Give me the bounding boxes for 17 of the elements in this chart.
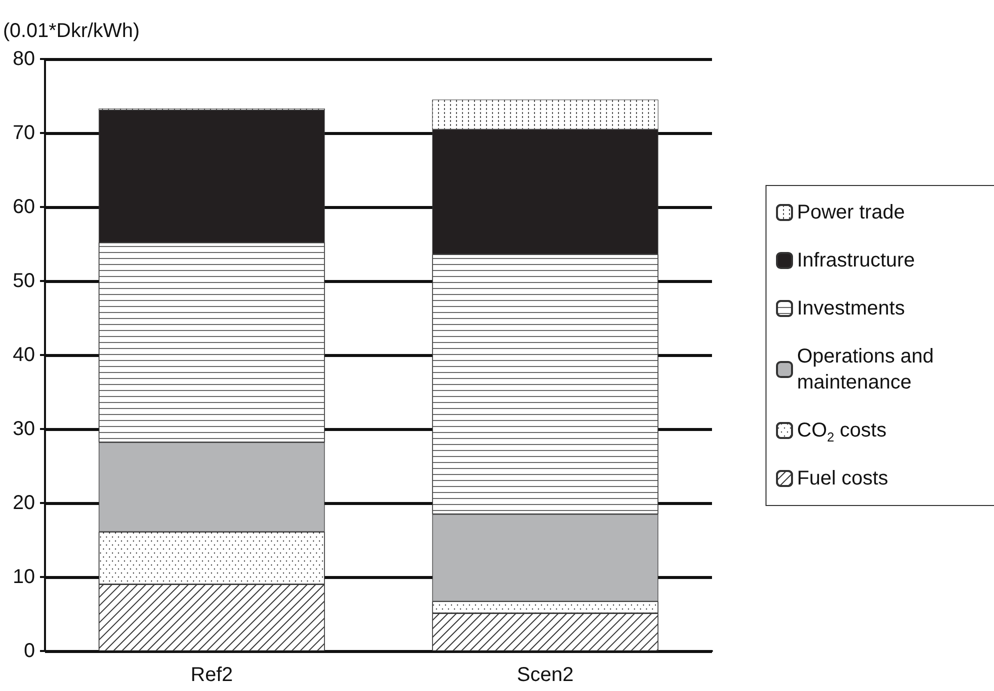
x-tick-label: Scen2 xyxy=(516,664,574,686)
y-tick-label: 10 xyxy=(12,566,35,588)
y-tick-label: 0 xyxy=(24,640,35,662)
y-axis-title: (0.01*Dkr/kWh) xyxy=(3,20,140,42)
y-tick-label: 20 xyxy=(12,492,35,514)
legend-label: Fuel costs xyxy=(797,468,888,490)
y-tick-label: 40 xyxy=(12,344,35,366)
y-tick-label: 70 xyxy=(12,122,35,144)
y-tick-label: 30 xyxy=(12,418,35,440)
y-tick-label: 80 xyxy=(12,48,35,70)
legend-label: Power trade xyxy=(797,202,905,224)
x-tick-label: Ref2 xyxy=(190,664,233,686)
y-tick-label: 60 xyxy=(12,196,35,218)
y-tick-label: 50 xyxy=(12,270,35,292)
legend-label: Operations and maintenance xyxy=(797,346,940,394)
legend-label: Infrastructure xyxy=(797,250,915,272)
legend-label: Investments xyxy=(797,298,905,320)
